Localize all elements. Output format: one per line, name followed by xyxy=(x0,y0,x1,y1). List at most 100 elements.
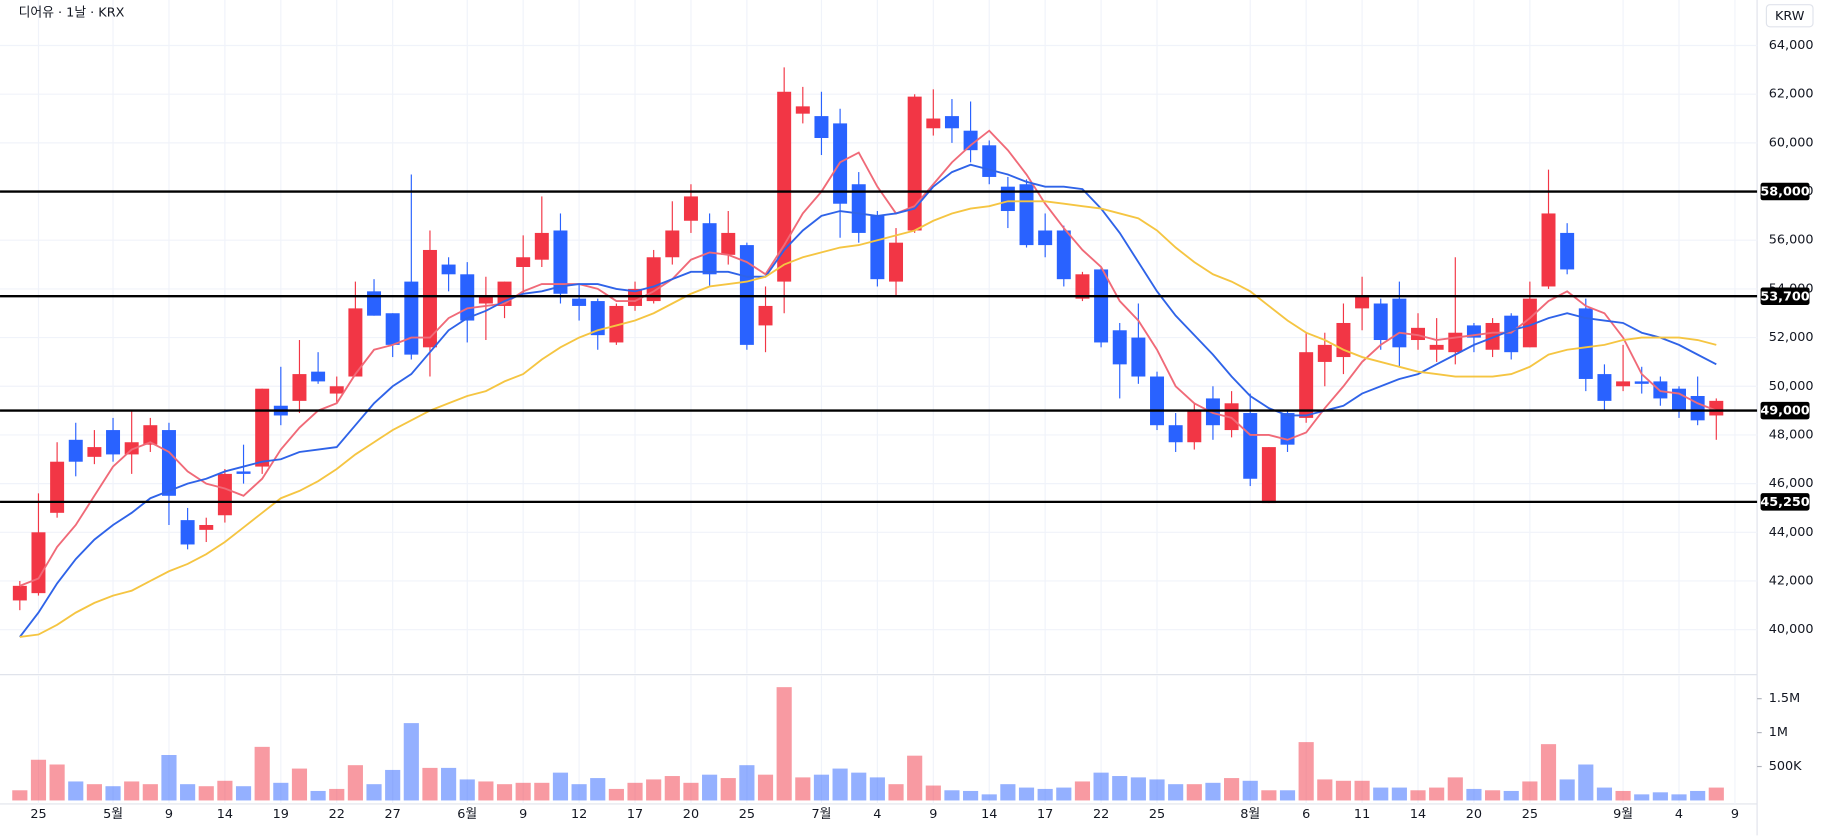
candle-body xyxy=(478,296,493,304)
candle-body xyxy=(1522,298,1537,348)
x-tick-label: 20 xyxy=(683,807,699,822)
volume-bar xyxy=(534,782,550,801)
x-tick-label: 9 xyxy=(929,807,937,822)
chart-title: 디어유 · 1날 · KRX xyxy=(19,5,125,20)
y-tick-label: 60,000 xyxy=(1769,135,1814,150)
x-tick-label: 5월 xyxy=(103,807,123,822)
volume-tick-label: 1.5M xyxy=(1769,691,1800,706)
volume-bar xyxy=(795,777,811,801)
volume-bar xyxy=(813,774,830,801)
currency-box[interactable] xyxy=(1765,4,1814,28)
candle-body xyxy=(926,118,941,129)
candle-body xyxy=(31,532,46,594)
volume-bar xyxy=(1298,742,1314,801)
volume-bar xyxy=(86,784,102,801)
y-tick-label: 52,000 xyxy=(1769,330,1814,345)
volume-bar xyxy=(869,777,885,801)
candle-body xyxy=(1205,398,1220,426)
x-tick-label: 7월 xyxy=(811,807,831,822)
candle-body xyxy=(702,223,717,275)
volume-bar xyxy=(1205,782,1221,801)
candle-body xyxy=(1112,330,1127,365)
candle-body xyxy=(1150,376,1165,426)
volume-bar xyxy=(1000,784,1016,801)
candle-body xyxy=(739,245,754,345)
volume-bar xyxy=(1018,787,1035,801)
volume-bar xyxy=(1522,781,1538,801)
volume-bar xyxy=(1074,781,1091,801)
volume-bar xyxy=(608,788,624,801)
volume-bar xyxy=(1690,790,1706,801)
candle-body xyxy=(1429,344,1444,350)
volume-bar xyxy=(1261,790,1277,801)
candle-body xyxy=(553,230,568,294)
moving-average-line xyxy=(19,163,1717,638)
candle-body xyxy=(683,196,698,221)
x-tick-label: 25 xyxy=(739,807,755,822)
x-tick-label: 14 xyxy=(217,807,233,822)
candle-body xyxy=(851,184,866,233)
level-label: 53,700 xyxy=(1760,289,1809,304)
volume-bar xyxy=(1224,778,1240,801)
volume-bar xyxy=(571,784,587,801)
volume-bar xyxy=(664,776,680,801)
currency[interactable]: KRW xyxy=(1775,9,1805,24)
x-tick-label: 17 xyxy=(627,807,643,822)
candle-body xyxy=(889,242,904,282)
volume-bar xyxy=(907,755,923,801)
candle-body xyxy=(516,257,531,267)
volume-bar xyxy=(832,768,848,801)
volume-bar xyxy=(1391,787,1407,801)
volume-bar xyxy=(1429,787,1445,801)
x-tick-label: 11 xyxy=(1354,807,1370,822)
volume-bar xyxy=(720,778,736,801)
candle-body xyxy=(758,305,773,326)
candle-body xyxy=(1038,230,1053,246)
candle-body xyxy=(1168,425,1183,443)
volume-bar xyxy=(1168,784,1184,801)
volume-bar xyxy=(515,782,531,801)
candle-body xyxy=(217,473,232,516)
candle-body xyxy=(422,249,437,348)
x-tick-label: 9 xyxy=(519,807,527,822)
x-tick-label: 17 xyxy=(1037,807,1053,822)
x-tick-label: 22 xyxy=(1093,807,1109,822)
candle-body xyxy=(255,388,270,467)
volume-bar xyxy=(12,790,28,801)
candle-body xyxy=(441,264,456,275)
candle-body xyxy=(1187,410,1202,443)
candle-body xyxy=(1299,352,1314,418)
x-tick-label: 8월 xyxy=(1240,807,1260,822)
x-tick-label: 4 xyxy=(873,807,881,822)
volume-bar xyxy=(757,774,774,801)
candle-body xyxy=(1280,413,1295,445)
volume-bar xyxy=(142,784,158,801)
volume-bar xyxy=(590,778,606,801)
x-tick-label: 19 xyxy=(273,807,289,822)
candle-body xyxy=(1485,322,1500,350)
marks xyxy=(12,67,1724,801)
y-tick-label: 42,000 xyxy=(1769,573,1814,588)
x-tick-label: 20 xyxy=(1466,807,1482,822)
candle-body xyxy=(907,96,922,231)
candle-body xyxy=(87,447,102,457)
volume-bar xyxy=(403,723,419,801)
volume-bar xyxy=(1634,794,1650,801)
candle-body xyxy=(1392,298,1407,348)
candle-body xyxy=(1131,337,1146,377)
level-label-box xyxy=(1760,287,1810,305)
candle-body xyxy=(1690,395,1705,421)
candle-body xyxy=(963,130,978,151)
y-tick-label: 50,000 xyxy=(1769,379,1814,394)
x-tick-label: 9 xyxy=(165,807,173,822)
candle-body xyxy=(1634,381,1649,384)
candle-body xyxy=(1056,230,1071,280)
candle-body xyxy=(236,471,251,474)
candle-body xyxy=(180,520,195,545)
x-tick-label: 25 xyxy=(1522,807,1538,822)
volume-bar xyxy=(552,772,569,801)
volume-bar xyxy=(366,784,382,801)
y-tick-label: 62,000 xyxy=(1769,87,1814,102)
candle-body xyxy=(1373,303,1388,341)
